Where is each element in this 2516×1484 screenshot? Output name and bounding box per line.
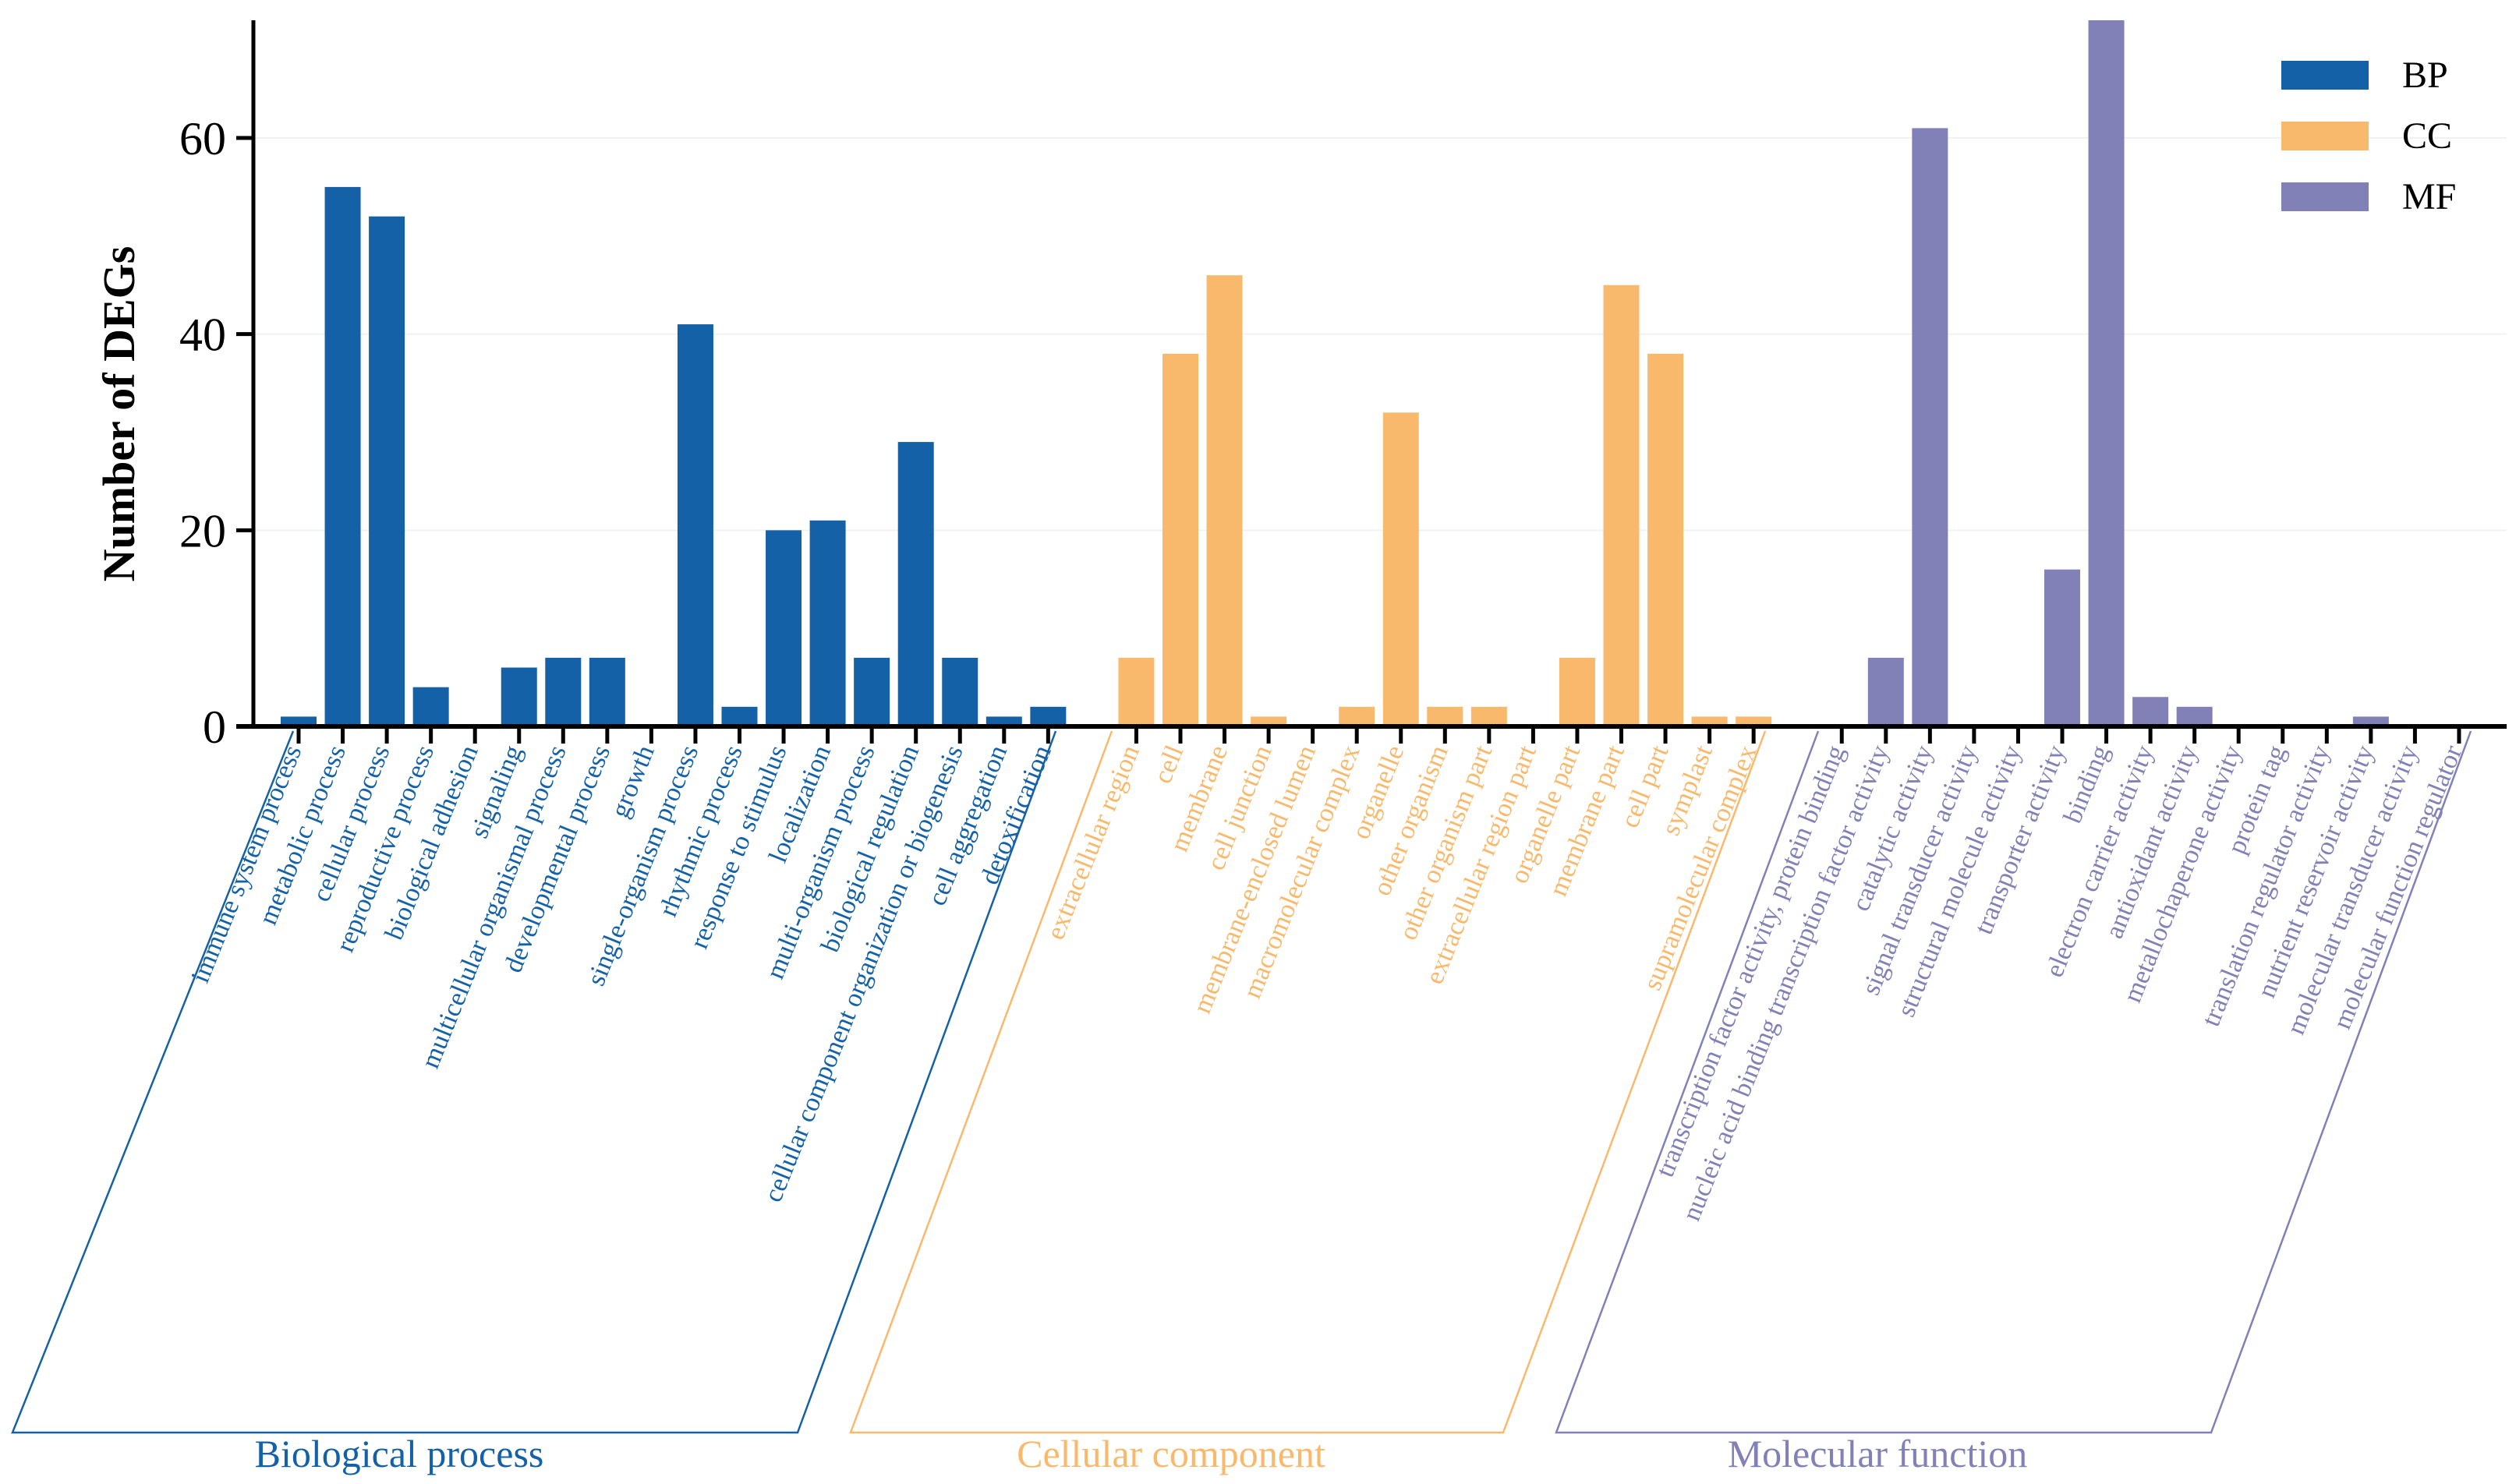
gridlines bbox=[253, 137, 2507, 727]
bar-bp bbox=[897, 442, 934, 726]
bar-bp bbox=[369, 216, 405, 727]
bars bbox=[281, 20, 2389, 727]
y-tick-label: 0 bbox=[203, 701, 226, 753]
legend-label: CC bbox=[2402, 115, 2452, 157]
bar-cc bbox=[1559, 657, 1595, 726]
legend-swatch-cc bbox=[2281, 122, 2369, 150]
bar-mf bbox=[2176, 706, 2213, 726]
bar-cc bbox=[1736, 716, 1772, 726]
bar-mf bbox=[2044, 569, 2080, 726]
bar-bp bbox=[281, 716, 317, 726]
x-tick-label: extracellular region bbox=[1041, 741, 1145, 944]
bar-cc bbox=[1691, 716, 1728, 726]
bar-bp bbox=[986, 716, 1022, 726]
legend-label: BP bbox=[2402, 55, 2448, 96]
legend-label: MF bbox=[2402, 176, 2456, 217]
group-brackets: Biological process Cellular component Mole… bbox=[11, 730, 2472, 1475]
bar-cc bbox=[1206, 275, 1243, 727]
bar-cc bbox=[1427, 706, 1463, 726]
bar-cc bbox=[1647, 353, 1684, 726]
legend-swatch-mf bbox=[2281, 182, 2369, 211]
bar-bp bbox=[854, 657, 890, 726]
bar-bp bbox=[677, 324, 713, 726]
bar-cc bbox=[1118, 657, 1155, 726]
bar-cc bbox=[1470, 706, 1507, 726]
bracket-cc bbox=[849, 730, 1767, 1434]
bar-mf bbox=[2088, 20, 2125, 726]
bar-cc bbox=[1339, 706, 1375, 726]
bar-bp bbox=[809, 520, 846, 726]
bar-bp bbox=[324, 186, 361, 726]
bar-bp bbox=[501, 667, 537, 726]
bar-bp bbox=[545, 657, 582, 726]
bar-bp bbox=[766, 530, 802, 726]
axes: 0 20 40 60 bbox=[179, 20, 2507, 753]
bar-cc bbox=[1603, 284, 1640, 726]
y-tick-label: 60 bbox=[179, 113, 226, 164]
y-tick-label: 20 bbox=[179, 505, 226, 556]
bar-mf bbox=[2352, 716, 2389, 726]
bar-cc bbox=[1162, 353, 1198, 726]
bar-bp bbox=[942, 657, 978, 726]
legend: BP CC MF bbox=[2281, 55, 2456, 217]
bar-bp bbox=[412, 687, 449, 726]
group-title: Cellular component bbox=[1017, 1432, 1325, 1475]
bar-mf bbox=[2132, 697, 2169, 726]
group-title: Biological process bbox=[255, 1432, 544, 1475]
y-axis-label: Number of DEGs bbox=[94, 246, 144, 582]
bracket-mf bbox=[1555, 730, 2472, 1434]
bar-cc bbox=[1382, 412, 1419, 726]
group-title: Molecular function bbox=[1728, 1432, 2028, 1475]
legend-swatch-bp bbox=[2281, 61, 2369, 90]
bar-bp bbox=[589, 657, 625, 726]
x-tick-label: cell bbox=[1148, 741, 1190, 787]
bracket-bp bbox=[11, 730, 1057, 1434]
bar-cc bbox=[1251, 716, 1287, 726]
bar-bp bbox=[721, 706, 758, 726]
bar-mf bbox=[1867, 657, 1904, 726]
bar-bp bbox=[1030, 706, 1067, 726]
bar-mf bbox=[1912, 128, 1948, 726]
y-tick-label: 40 bbox=[179, 309, 226, 361]
